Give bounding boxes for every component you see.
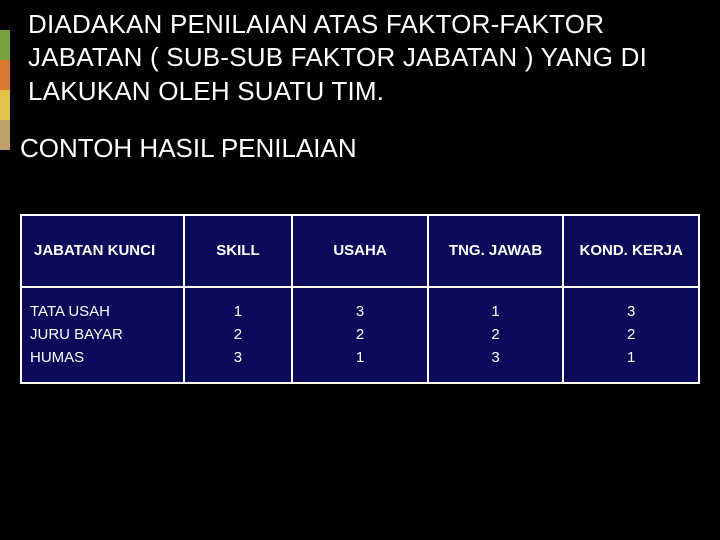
assessment-table-container: JABATAN KUNCI SKILL USAHA TNG. JAWAB KON…	[20, 214, 700, 384]
cell-tngjawab: 1 2 3	[428, 287, 564, 383]
accent-stripe	[0, 60, 10, 90]
cell-usaha: 3 2 1	[292, 287, 428, 383]
col-header-usaha: USAHA	[292, 215, 428, 287]
cell-value: 1	[429, 300, 563, 323]
col-header-skill: SKILL	[184, 215, 292, 287]
cell-value: 1	[564, 346, 698, 369]
cell-value: 3	[293, 300, 427, 323]
cell-value: 3	[429, 346, 563, 369]
cell-jabatan: TATA USAH JURU BAYAR HUMAS	[21, 287, 184, 383]
cell-skill: 1 2 3	[184, 287, 292, 383]
table-header-row: JABATAN KUNCI SKILL USAHA TNG. JAWAB KON…	[21, 215, 699, 287]
cell-value: 2	[429, 323, 563, 346]
row-label: JURU BAYAR	[30, 323, 183, 346]
accent-stripe	[0, 120, 10, 150]
accent-stripe	[0, 90, 10, 120]
cell-value: 3	[185, 346, 291, 369]
slide-heading: DIADAKAN PENILAIAN ATAS FAKTOR-FAKTOR JA…	[0, 0, 720, 108]
cell-value: 1	[185, 300, 291, 323]
slide-subheading: CONTOH HASIL PENILAIAN	[0, 108, 720, 166]
row-label: TATA USAH	[30, 300, 183, 323]
col-header-kondkerja: KOND. KERJA	[563, 215, 699, 287]
row-label: HUMAS	[30, 346, 183, 369]
cell-value: 2	[293, 323, 427, 346]
cell-value: 1	[293, 346, 427, 369]
assessment-table: JABATAN KUNCI SKILL USAHA TNG. JAWAB KON…	[20, 214, 700, 384]
col-header-jabatan: JABATAN KUNCI	[21, 215, 184, 287]
side-accent-bar	[0, 30, 10, 230]
cell-value: 3	[564, 300, 698, 323]
cell-kondkerja: 3 2 1	[563, 287, 699, 383]
table-data-row: TATA USAH JURU BAYAR HUMAS 1 2 3 3 2	[21, 287, 699, 383]
cell-value: 2	[185, 323, 291, 346]
cell-value: 2	[564, 323, 698, 346]
accent-stripe	[0, 30, 10, 60]
col-header-tngjawab: TNG. JAWAB	[428, 215, 564, 287]
